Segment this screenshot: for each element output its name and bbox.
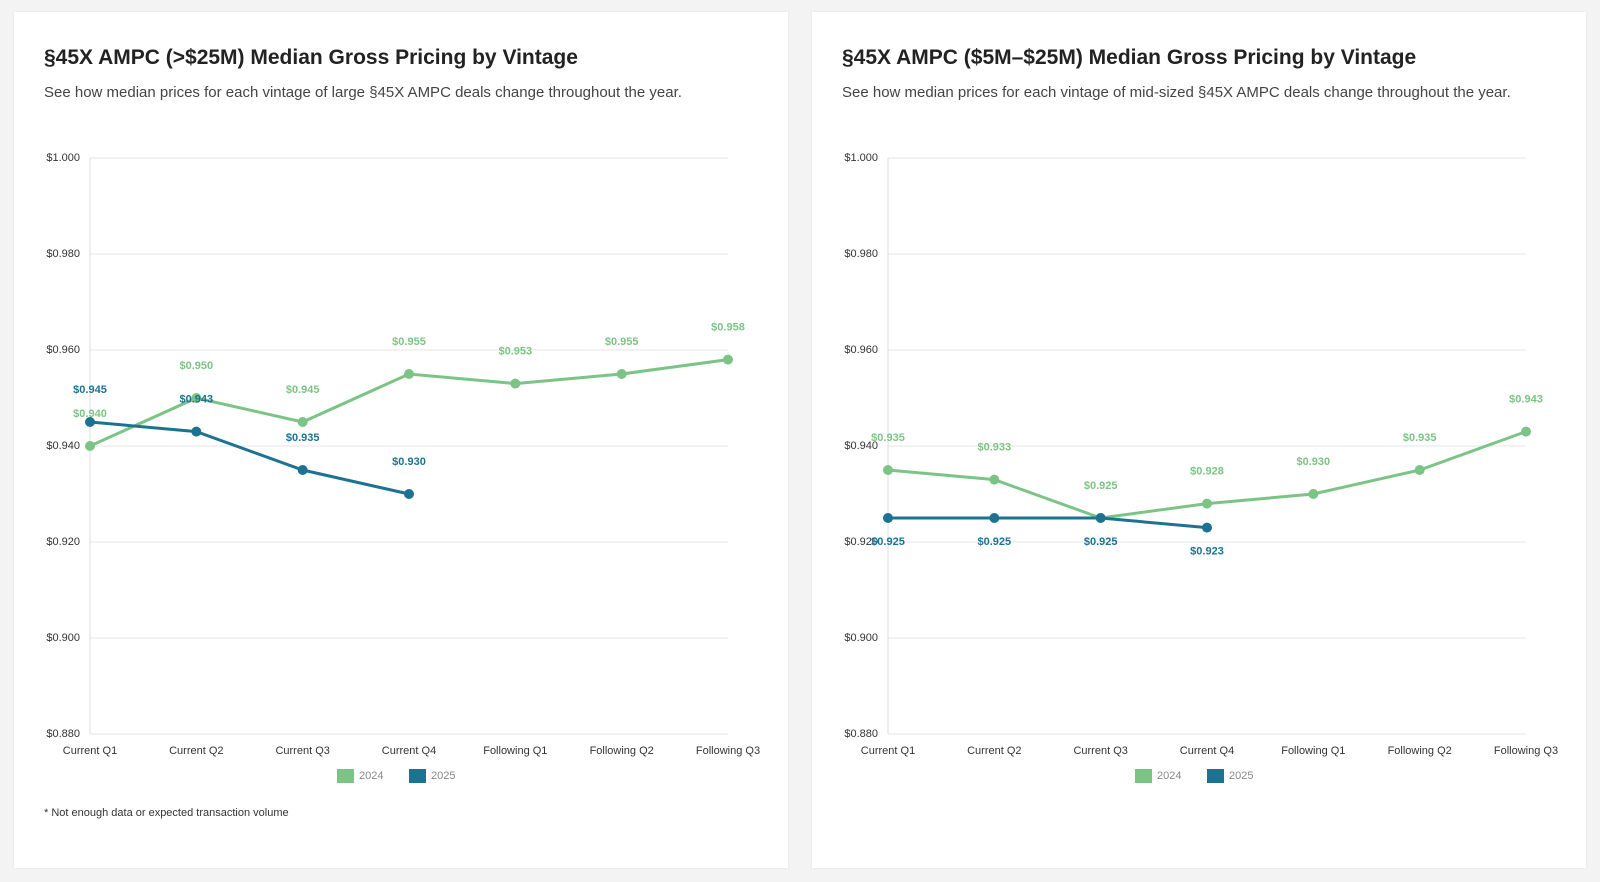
y-tick-label: $0.900 — [46, 632, 80, 644]
data-label: $0.925 — [978, 536, 1012, 548]
data-point — [297, 465, 308, 475]
x-tick-label: Current Q2 — [967, 745, 1021, 757]
legend-swatch — [337, 769, 354, 783]
data-label: $0.930 — [1297, 456, 1331, 468]
data-point — [1414, 465, 1425, 475]
data-label: $0.958 — [711, 322, 745, 334]
data-point — [191, 393, 202, 403]
y-tick-label: $0.980 — [46, 248, 80, 260]
legend-swatch — [409, 769, 426, 783]
x-tick-label: Current Q3 — [275, 745, 329, 757]
y-tick-label: $0.960 — [46, 344, 80, 356]
data-point — [404, 489, 414, 499]
chart: §45X AMPC (>$25M) Median Gross Pricing b… — [44, 46, 760, 819]
data-label: $0.955 — [605, 336, 639, 348]
data-label: $0.935 — [871, 432, 905, 444]
data-point — [297, 417, 308, 427]
data-label: $0.935 — [286, 432, 320, 444]
x-tick-label: Following Q1 — [1281, 745, 1345, 757]
x-tick-label: Current Q1 — [861, 745, 915, 757]
data-point — [989, 474, 1000, 485]
data-label: $0.950 — [180, 360, 214, 372]
footnote: * Not enough data or expected transactio… — [44, 807, 289, 819]
chart-panel: §45X AMPC ($5M–$25M) Median Gross Pricin… — [812, 12, 1586, 868]
data-label: $0.925 — [871, 536, 905, 548]
data-label: $0.925 — [1084, 536, 1118, 548]
y-tick-label: $0.940 — [46, 440, 80, 452]
data-point — [883, 513, 893, 523]
legend-label: 2024 — [359, 770, 383, 782]
data-point — [723, 354, 733, 365]
data-point — [1202, 498, 1212, 509]
chart-panel: §45X AMPC (>$25M) Median Gross Pricing b… — [14, 12, 788, 868]
x-tick-label: Current Q4 — [1180, 745, 1234, 757]
data-point — [1308, 489, 1319, 499]
data-point — [510, 378, 521, 389]
y-tick-label: $0.940 — [844, 440, 878, 452]
data-label: $0.953 — [499, 346, 533, 358]
y-tick-label: $0.900 — [844, 632, 878, 644]
chart: §45X AMPC ($5M–$25M) Median Gross Pricin… — [842, 46, 1558, 783]
data-label: $0.955 — [392, 336, 426, 348]
data-label: $0.935 — [1403, 432, 1437, 444]
data-label: $0.928 — [1190, 466, 1224, 478]
x-tick-label: Following Q2 — [590, 745, 654, 757]
y-tick-label: $0.920 — [46, 536, 80, 548]
series-line — [89, 420, 410, 496]
data-label: $0.925 — [1084, 480, 1118, 492]
legend-label: 2025 — [431, 770, 455, 782]
x-tick-label: Following Q2 — [1388, 745, 1452, 757]
data-label: $0.945 — [73, 384, 107, 396]
data-point — [989, 513, 1000, 523]
chart-title: §45X AMPC (>$25M) Median Gross Pricing b… — [44, 46, 578, 69]
data-point — [883, 465, 893, 475]
y-tick-label: $0.980 — [844, 248, 878, 260]
chart-subtitle: See how median prices for each vintage o… — [44, 84, 682, 101]
x-tick-label: Current Q3 — [1073, 745, 1127, 757]
legend-label: 2024 — [1157, 770, 1181, 782]
chart-title: §45X AMPC ($5M–$25M) Median Gross Pricin… — [842, 46, 1416, 69]
data-label: $0.940 — [73, 408, 107, 420]
data-point — [1095, 513, 1106, 523]
y-tick-label: $1.000 — [844, 152, 878, 164]
data-label: $0.945 — [286, 384, 320, 396]
series-line — [888, 516, 1208, 530]
data-label: $0.923 — [1190, 546, 1224, 558]
legend-label: 2025 — [1229, 770, 1253, 782]
data-label: $0.933 — [978, 442, 1012, 454]
y-tick-label: $1.000 — [46, 152, 80, 164]
legend-swatch — [1207, 769, 1224, 783]
x-tick-label: Current Q2 — [169, 745, 223, 757]
x-tick-label: Current Q4 — [382, 745, 436, 757]
data-point — [85, 417, 95, 427]
x-tick-label: Current Q1 — [63, 745, 117, 757]
x-tick-label: Following Q1 — [483, 745, 547, 757]
data-point — [616, 369, 627, 379]
data-point — [85, 441, 95, 451]
data-label: $0.943 — [180, 394, 214, 406]
data-point — [191, 426, 202, 437]
y-tick-label: $0.960 — [844, 344, 878, 356]
data-point — [404, 369, 414, 379]
y-tick-label: $0.880 — [844, 728, 878, 740]
x-tick-label: Following Q3 — [696, 745, 760, 757]
x-tick-label: Following Q3 — [1494, 745, 1558, 757]
data-label: $0.930 — [392, 456, 426, 468]
data-point — [1202, 522, 1212, 533]
data-label: $0.943 — [1509, 394, 1543, 406]
data-point — [1521, 426, 1531, 437]
y-tick-label: $0.880 — [46, 728, 80, 740]
legend-swatch — [1135, 769, 1152, 783]
chart-subtitle: See how median prices for each vintage o… — [842, 84, 1511, 101]
y-tick-label: $0.920 — [844, 536, 878, 548]
